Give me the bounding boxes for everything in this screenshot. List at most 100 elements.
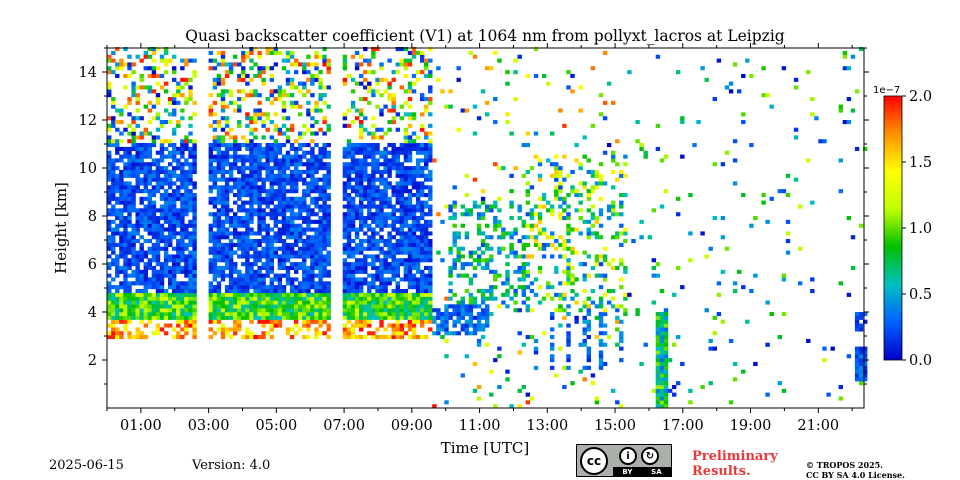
heat-cell (346, 173, 352, 178)
colorbar-tick-label: 0.5 (909, 287, 932, 303)
heat-cell (537, 173, 543, 178)
heat-cell (765, 300, 770, 305)
heat-cell (318, 308, 323, 313)
heat-cell (127, 173, 132, 178)
heat-cell (139, 212, 144, 217)
heat-cell (346, 177, 352, 182)
heat-cell (424, 312, 429, 317)
heat-cell (371, 54, 376, 59)
heat-cell (277, 181, 283, 186)
heat-cell (489, 292, 494, 297)
heat-cell (241, 169, 246, 174)
heat-cell (107, 150, 112, 155)
heat-cell (521, 289, 526, 294)
heat-cell (107, 335, 112, 340)
heat-cell (111, 177, 116, 182)
heat-cell (155, 47, 161, 52)
heat-cell (586, 169, 591, 174)
heat-cell (342, 327, 348, 332)
heat-cell (184, 189, 189, 194)
heat-cell (249, 315, 254, 320)
heat-cell (127, 239, 132, 244)
heat-cell (403, 177, 409, 182)
heat-cell (480, 250, 486, 255)
heat-cell (314, 265, 319, 270)
heat-cell (359, 135, 364, 140)
heat-cell (375, 315, 380, 320)
heat-cell (387, 200, 392, 205)
heat-cell (253, 89, 258, 94)
heat-cell (371, 131, 376, 136)
colorbar-tick-label: 1.5 (909, 155, 932, 171)
heat-cell (220, 292, 226, 297)
heat-cell (586, 254, 591, 259)
heat-cell (395, 200, 400, 205)
heat-cell (147, 73, 152, 78)
heat-cell (228, 208, 234, 213)
heat-cell (188, 315, 193, 320)
heat-cell (212, 81, 218, 86)
heat-cell (529, 289, 535, 294)
heat-cell (346, 150, 352, 155)
heat-cell (415, 285, 421, 290)
heat-cell (180, 162, 185, 167)
heat-cell (379, 66, 384, 71)
heat-cell (176, 300, 181, 305)
heat-cell (180, 269, 185, 274)
heat-cell (253, 158, 258, 163)
heat-cell (367, 193, 372, 198)
heat-cell (241, 154, 246, 159)
heat-cell (228, 250, 234, 255)
heat-cell (184, 177, 189, 182)
heat-cell (533, 73, 539, 78)
heat-cell (135, 277, 140, 282)
heat-cell (107, 89, 112, 94)
heat-cell (143, 146, 148, 151)
heat-cell (424, 212, 429, 217)
heat-cell (411, 265, 417, 270)
heat-cell (346, 327, 352, 332)
heat-cell (188, 189, 193, 194)
heat-cell (208, 319, 213, 324)
heat-cell (135, 189, 140, 194)
heat-cell (346, 227, 352, 232)
heat-cell (375, 208, 380, 213)
heat-cell (135, 135, 140, 140)
heat-cell (192, 185, 197, 190)
heat-cell (521, 300, 526, 305)
heat-cell (310, 185, 315, 190)
heat-cell (233, 143, 238, 148)
heat-cell (371, 89, 376, 94)
heat-cell (846, 97, 852, 102)
heat-cell (371, 239, 376, 244)
heat-cell (403, 169, 409, 174)
heat-cell (298, 223, 303, 228)
heat-cell (741, 193, 746, 198)
heat-cell (480, 289, 486, 294)
heat-cell (354, 300, 360, 305)
heat-cell (452, 239, 457, 244)
heat-cell (371, 173, 376, 178)
heat-cell (424, 131, 429, 136)
heat-cell (371, 212, 376, 217)
heat-cell (346, 208, 352, 213)
heat-cell (249, 93, 254, 98)
heat-cell (411, 231, 417, 236)
heat-cell (115, 200, 120, 205)
heat-cell (314, 212, 319, 217)
heat-cell (281, 223, 287, 228)
heat-cell (602, 258, 608, 263)
heat-cell (241, 262, 246, 267)
heat-cell (403, 296, 409, 301)
heat-cell (420, 308, 425, 313)
heat-cell (415, 189, 421, 194)
heat-cell (188, 285, 193, 290)
heat-cell (302, 335, 307, 340)
heat-cell (107, 173, 112, 178)
heat-cell (342, 289, 348, 294)
heat-cell (139, 308, 144, 313)
heat-cell (424, 273, 429, 278)
heat-cell (115, 300, 120, 305)
heat-cell (546, 281, 551, 286)
